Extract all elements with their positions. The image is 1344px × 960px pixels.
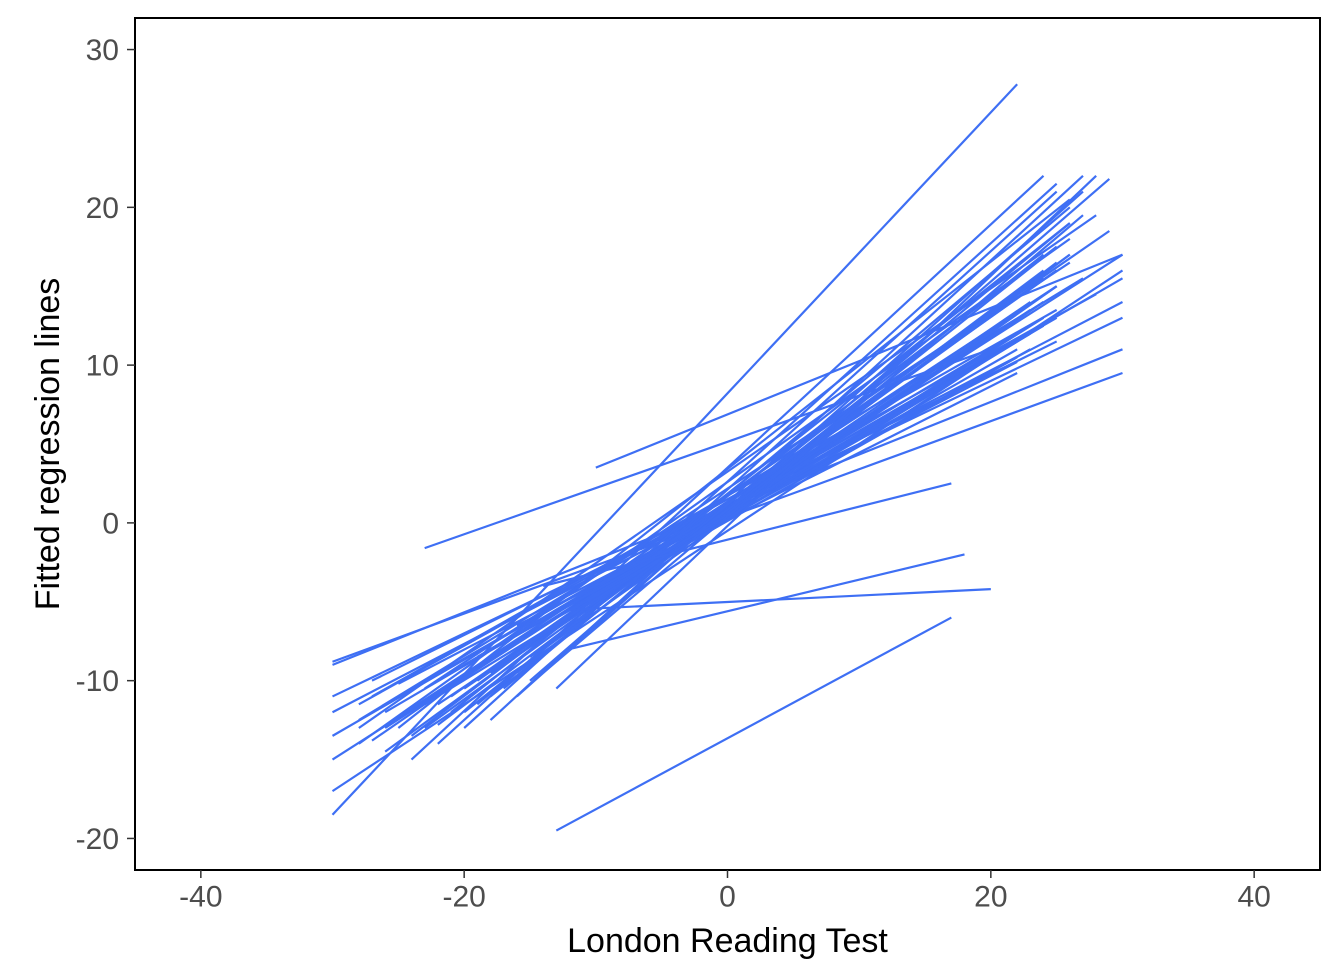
y-tick-label: -20	[76, 823, 119, 856]
regression-lines-chart: -40 -20 0 20 40 -20 -10 0 10 20 30 London Reading T…	[0, 0, 1344, 960]
x-tick-label: 40	[1237, 881, 1270, 914]
x-tick-label: 20	[974, 881, 1007, 914]
y-tick-label: -10	[76, 665, 119, 698]
y-tick-label: 30	[86, 34, 119, 67]
x-tick-label: -20	[442, 881, 485, 914]
y-tick-label: 10	[86, 350, 119, 383]
x-tick-label: -40	[179, 881, 222, 914]
chart-svg: -40 -20 0 20 40 -20 -10 0 10 20 30 London Reading T…	[0, 0, 1344, 960]
x-axis-title: London Reading Test	[567, 922, 888, 960]
y-tick-label: 0	[102, 507, 119, 540]
y-tick-label: 20	[86, 192, 119, 225]
y-axis-title: Fitted regression lines	[29, 278, 67, 611]
x-tick-label: 0	[719, 881, 736, 914]
